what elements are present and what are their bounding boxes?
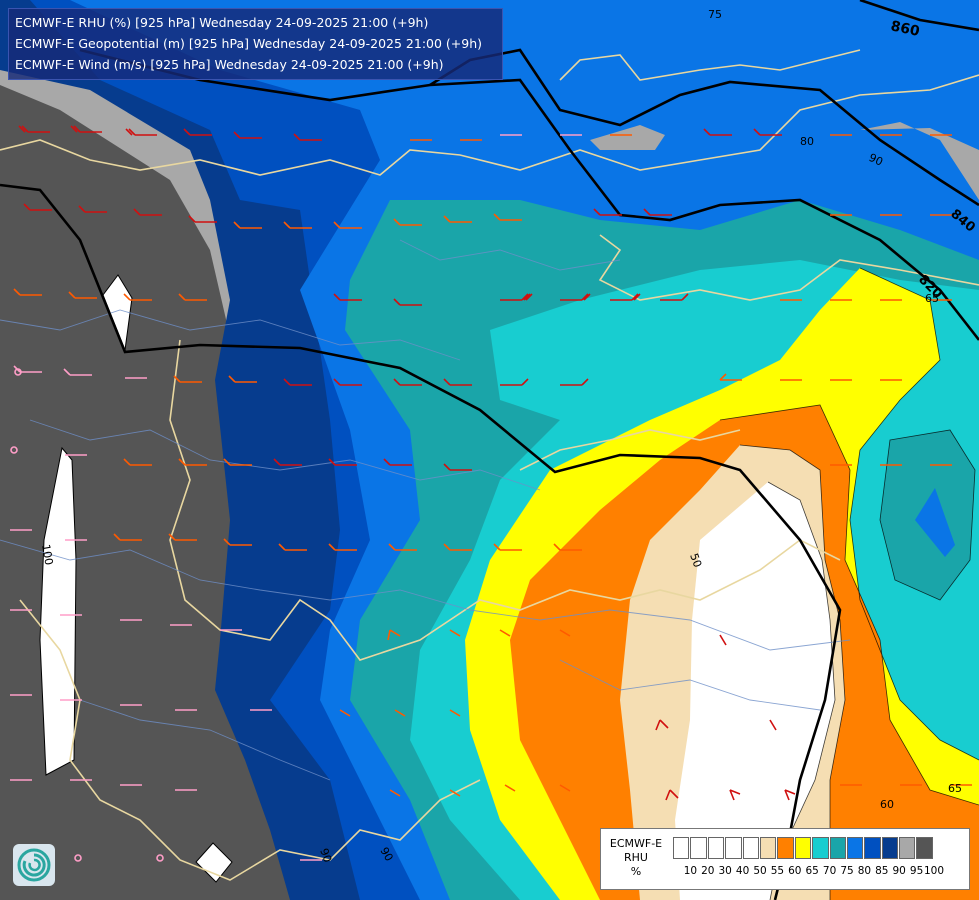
rhu-label-75: 75: [708, 8, 722, 21]
legend-tick-label: 10: [683, 865, 698, 877]
legend-swatch: [846, 837, 864, 859]
legend-tick-label: 95: [909, 865, 924, 877]
rhu-label-50: 50: [687, 552, 704, 570]
legend-tick-label: 65: [805, 865, 819, 877]
legend-swatch: [725, 837, 742, 859]
legend-tick-label: 80: [857, 865, 872, 877]
legend-title: ECMWF-E RHU %: [603, 837, 669, 879]
legend-variable: RHU: [624, 851, 648, 864]
legend-swatch: [899, 837, 916, 859]
legend-tick-label: 55: [770, 865, 785, 877]
rhu-label-90c: 90: [377, 845, 395, 864]
legend-swatch: [864, 837, 881, 859]
legend-tick-label: 20: [701, 865, 715, 877]
wind-barbs: [10, 125, 972, 862]
legend-tick-label: 40: [735, 865, 750, 877]
legend-swatch: [881, 837, 899, 859]
legend-tick-label: 30: [718, 865, 732, 877]
legend-unit: %: [630, 865, 642, 878]
rhu-label-90: 90: [867, 151, 885, 169]
legend-tick-label: 100: [923, 865, 945, 877]
title-wind: ECMWF-E Wind (m/s) [925 hPa] Wednesday 2…: [15, 57, 444, 72]
legend-tick-label: 90: [892, 865, 906, 877]
legend-tick-label: 60: [788, 865, 802, 877]
rhu-label-100: 100: [39, 543, 55, 566]
legend-swatch: [707, 837, 725, 859]
rhu-50-area: [675, 482, 835, 900]
legend-tick-label: 70: [822, 865, 837, 877]
legend-tick-label: 50: [753, 865, 767, 877]
legend-swatch: [916, 837, 933, 859]
geopotential-label-860: 860: [889, 18, 921, 40]
legend-model: ECMWF-E: [609, 837, 663, 850]
legend-tick-label: 75: [840, 865, 854, 877]
title-geopotential: ECMWF-E Geopotential (m) [925 hPa] Wedne…: [15, 36, 483, 51]
rhu-label-80: 80: [800, 135, 814, 148]
legend-swatch: [794, 837, 812, 859]
map-title-box: ECMWF-E RHU (%) [925 hPa] Wednesday 24-0…: [8, 8, 503, 80]
legend-swatch: [829, 837, 846, 859]
rhu-label-90b: 90: [317, 847, 334, 865]
title-rhu: ECMWF-E RHU (%) [925 hPa] Wednesday 24-0…: [15, 15, 429, 30]
country-borders: [0, 49, 979, 881]
rhu-legend: ECMWF-E RHU % 10 20 30 40 50 55 60 65 70 75 80 85 90…: [600, 828, 970, 890]
legend-swatch: [673, 837, 690, 859]
rhu-white-spot-3: [195, 842, 233, 883]
rhu-label-60: 60: [880, 798, 894, 811]
rhu-95-patch-2: [860, 122, 979, 200]
rhu-white-spot-2: [39, 446, 77, 776]
legend-swatch: [777, 837, 794, 859]
logo-icon: [13, 844, 55, 886]
legend-tick-label: 85: [875, 865, 889, 877]
rhu-label-65b: 65: [948, 782, 962, 795]
legend-swatch: [812, 837, 829, 859]
legend-swatch: [759, 837, 777, 859]
legend-swatches: [673, 837, 934, 859]
rhu-label-65: 65: [925, 292, 939, 305]
legend-swatch: [690, 837, 707, 859]
contour-labels: 860 840 820 75 90 65 65 60 100 90 90 80 …: [39, 8, 978, 864]
legend-swatch: [742, 837, 759, 859]
rhu-80-spot: [915, 488, 955, 557]
rhu-95-patch: [590, 125, 665, 150]
rivers: [0, 239, 851, 781]
